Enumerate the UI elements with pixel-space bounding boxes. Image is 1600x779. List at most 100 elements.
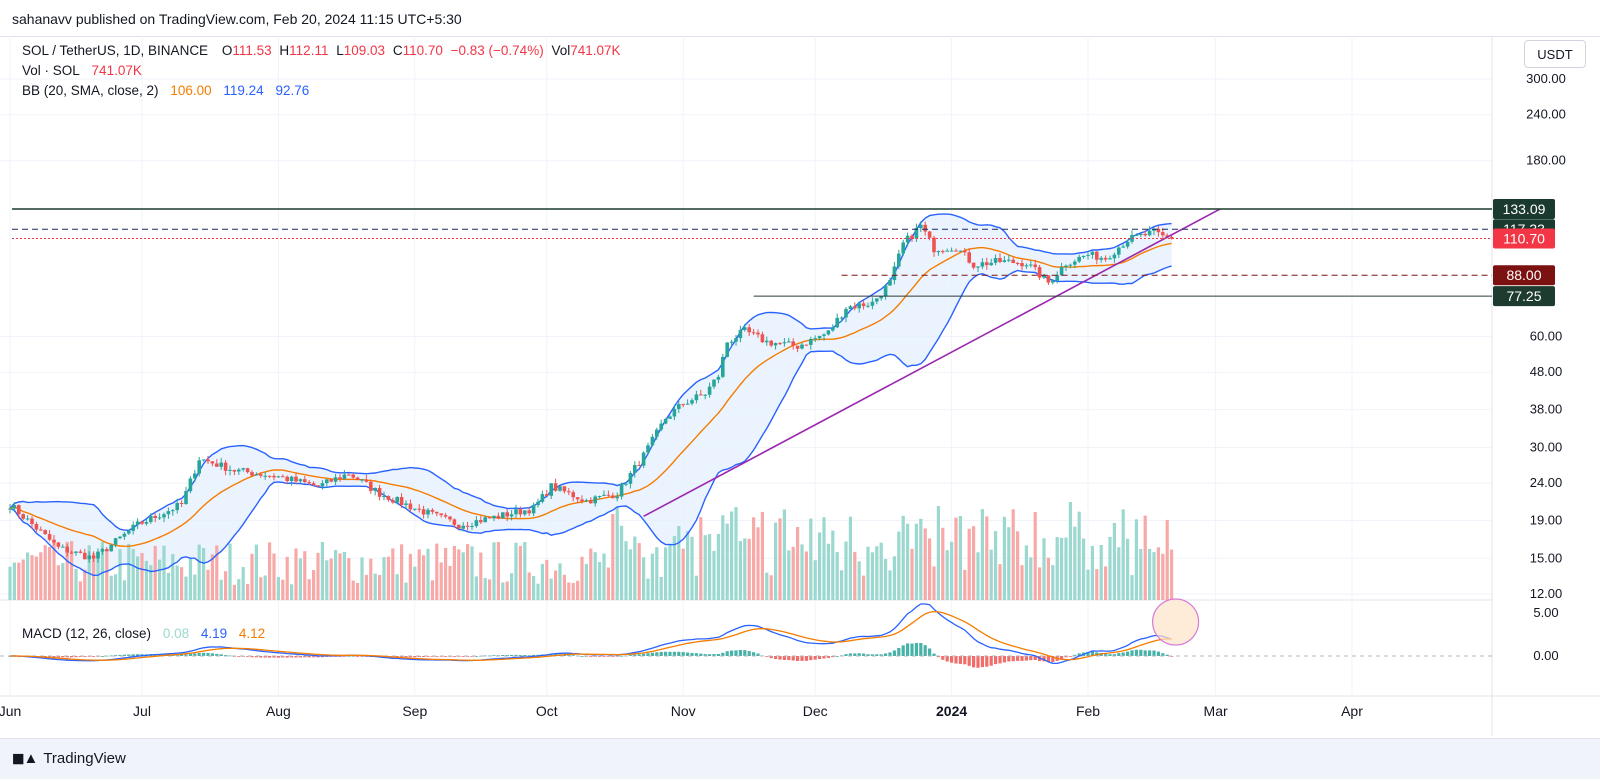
macd-histogram-bar (501, 655, 505, 656)
volume-bar (268, 542, 272, 600)
candle-body (985, 262, 989, 266)
candle-body (457, 524, 461, 529)
macd-histogram-bar (1139, 649, 1143, 656)
macd-histogram-bar (725, 651, 729, 656)
candle-body (294, 476, 298, 482)
candle-body (69, 552, 74, 554)
candle-body (826, 330, 831, 335)
candle-body (1152, 228, 1156, 231)
macd-histogram-bar (1033, 656, 1037, 660)
macd-histogram-bar (809, 656, 813, 661)
volume-bar (206, 569, 210, 600)
volume-bar (21, 559, 25, 600)
price-tick-label: 300.00 (1526, 71, 1566, 86)
volume-bar (699, 517, 703, 600)
candle-body (421, 509, 426, 515)
ascending-trendline[interactable] (643, 208, 1221, 518)
macd-histogram-bar (492, 655, 496, 656)
macd-histogram-bar (452, 656, 456, 657)
candle-body (219, 462, 223, 467)
volume-bar (906, 523, 910, 600)
volume-bar (1117, 547, 1121, 600)
candle-body (25, 518, 30, 520)
candle-body (615, 496, 619, 499)
candle-body (254, 474, 259, 476)
time-tick-label: Feb (1076, 703, 1100, 719)
volume-bar (1165, 519, 1169, 600)
volume-bar (303, 551, 307, 600)
candle-body (716, 376, 721, 380)
volume-bar (844, 541, 848, 600)
macd-histogram-bar (941, 656, 945, 660)
candle-body (435, 511, 439, 514)
candle-body (989, 262, 993, 266)
volume-bar (791, 546, 795, 600)
volume-bar (501, 582, 505, 600)
candle-body (945, 250, 949, 252)
volume-bar (945, 550, 949, 600)
bollinger-legend[interactable]: BB (20, SMA, close, 2) 106.00 119.24 92.… (22, 83, 313, 98)
volume-bar (413, 566, 417, 600)
macd-histogram-bar (532, 654, 536, 656)
candle-body (1156, 228, 1161, 233)
volume-bar (109, 575, 113, 600)
currency-button[interactable]: USDT (1524, 40, 1586, 68)
volume-bar (796, 527, 800, 600)
candle-body (738, 330, 743, 339)
macd-histogram-bar (862, 653, 866, 656)
candle-body (197, 460, 201, 474)
volume-bar (175, 565, 179, 600)
candle-body (879, 296, 883, 299)
candle-body (993, 258, 998, 263)
volume-legend[interactable]: Vol · SOL 741.07K (22, 63, 146, 78)
macd-histogram-bar (70, 656, 74, 658)
volume-bar (1020, 565, 1024, 600)
volume-bar (263, 575, 267, 600)
candle-body (452, 519, 457, 525)
candle-body (1161, 232, 1165, 236)
volume-bar (1121, 509, 1125, 600)
candle-body (892, 266, 897, 281)
bb-upper-value: 119.24 (223, 83, 264, 98)
tradingview-brand: TradingView (43, 749, 126, 767)
symbol-name[interactable]: SOL / TetherUS, 1D, BINANCE (22, 43, 209, 58)
volume-bar (254, 544, 258, 600)
macd-histogram-bar (800, 656, 804, 661)
macd-tick-label: 5.00 (1533, 605, 1558, 620)
chart-canvas[interactable]: 300.00 240.00 180.00 60.00 48.00 38.00 30.00 24… (0, 36, 1600, 736)
candle-body (364, 479, 369, 482)
macd-histogram-bar (752, 652, 756, 656)
candle-body (545, 494, 549, 496)
candle-body (131, 524, 135, 531)
candle-body (1103, 257, 1108, 260)
candle-body (853, 306, 857, 309)
candle-body (685, 403, 690, 405)
volume-bar (928, 538, 932, 600)
volume-bar (809, 518, 813, 600)
volume-bar (994, 531, 998, 600)
volume-bar (158, 559, 162, 600)
candle-body (1011, 259, 1015, 263)
volume-bar (298, 558, 302, 600)
candle-body (668, 416, 672, 419)
volume-bar (395, 574, 399, 600)
macd-histogram-bar (180, 654, 184, 656)
candle-body (606, 494, 611, 496)
macd-legend[interactable]: MACD (12, 26, close) 0.08 4.19 4.12 (22, 626, 269, 641)
volume-bar (351, 580, 355, 600)
macd-histogram-bar (1077, 653, 1081, 656)
candle-body (448, 516, 452, 520)
volume-bar (48, 547, 52, 600)
tradingview-logo[interactable]: ◼▲ TradingView (12, 749, 126, 768)
volume-bar (1077, 511, 1081, 600)
macd-histogram-bar (906, 643, 910, 656)
volume-series-label: Vol · SOL (22, 63, 80, 78)
candle-body (74, 551, 78, 553)
volume-bar (43, 545, 47, 600)
volume-bar (1099, 545, 1103, 600)
volume-bar (329, 558, 333, 600)
macd-histogram-bar (303, 656, 307, 658)
volume-bar (325, 560, 329, 600)
candle-body (30, 518, 34, 524)
volume-bar (567, 582, 571, 600)
